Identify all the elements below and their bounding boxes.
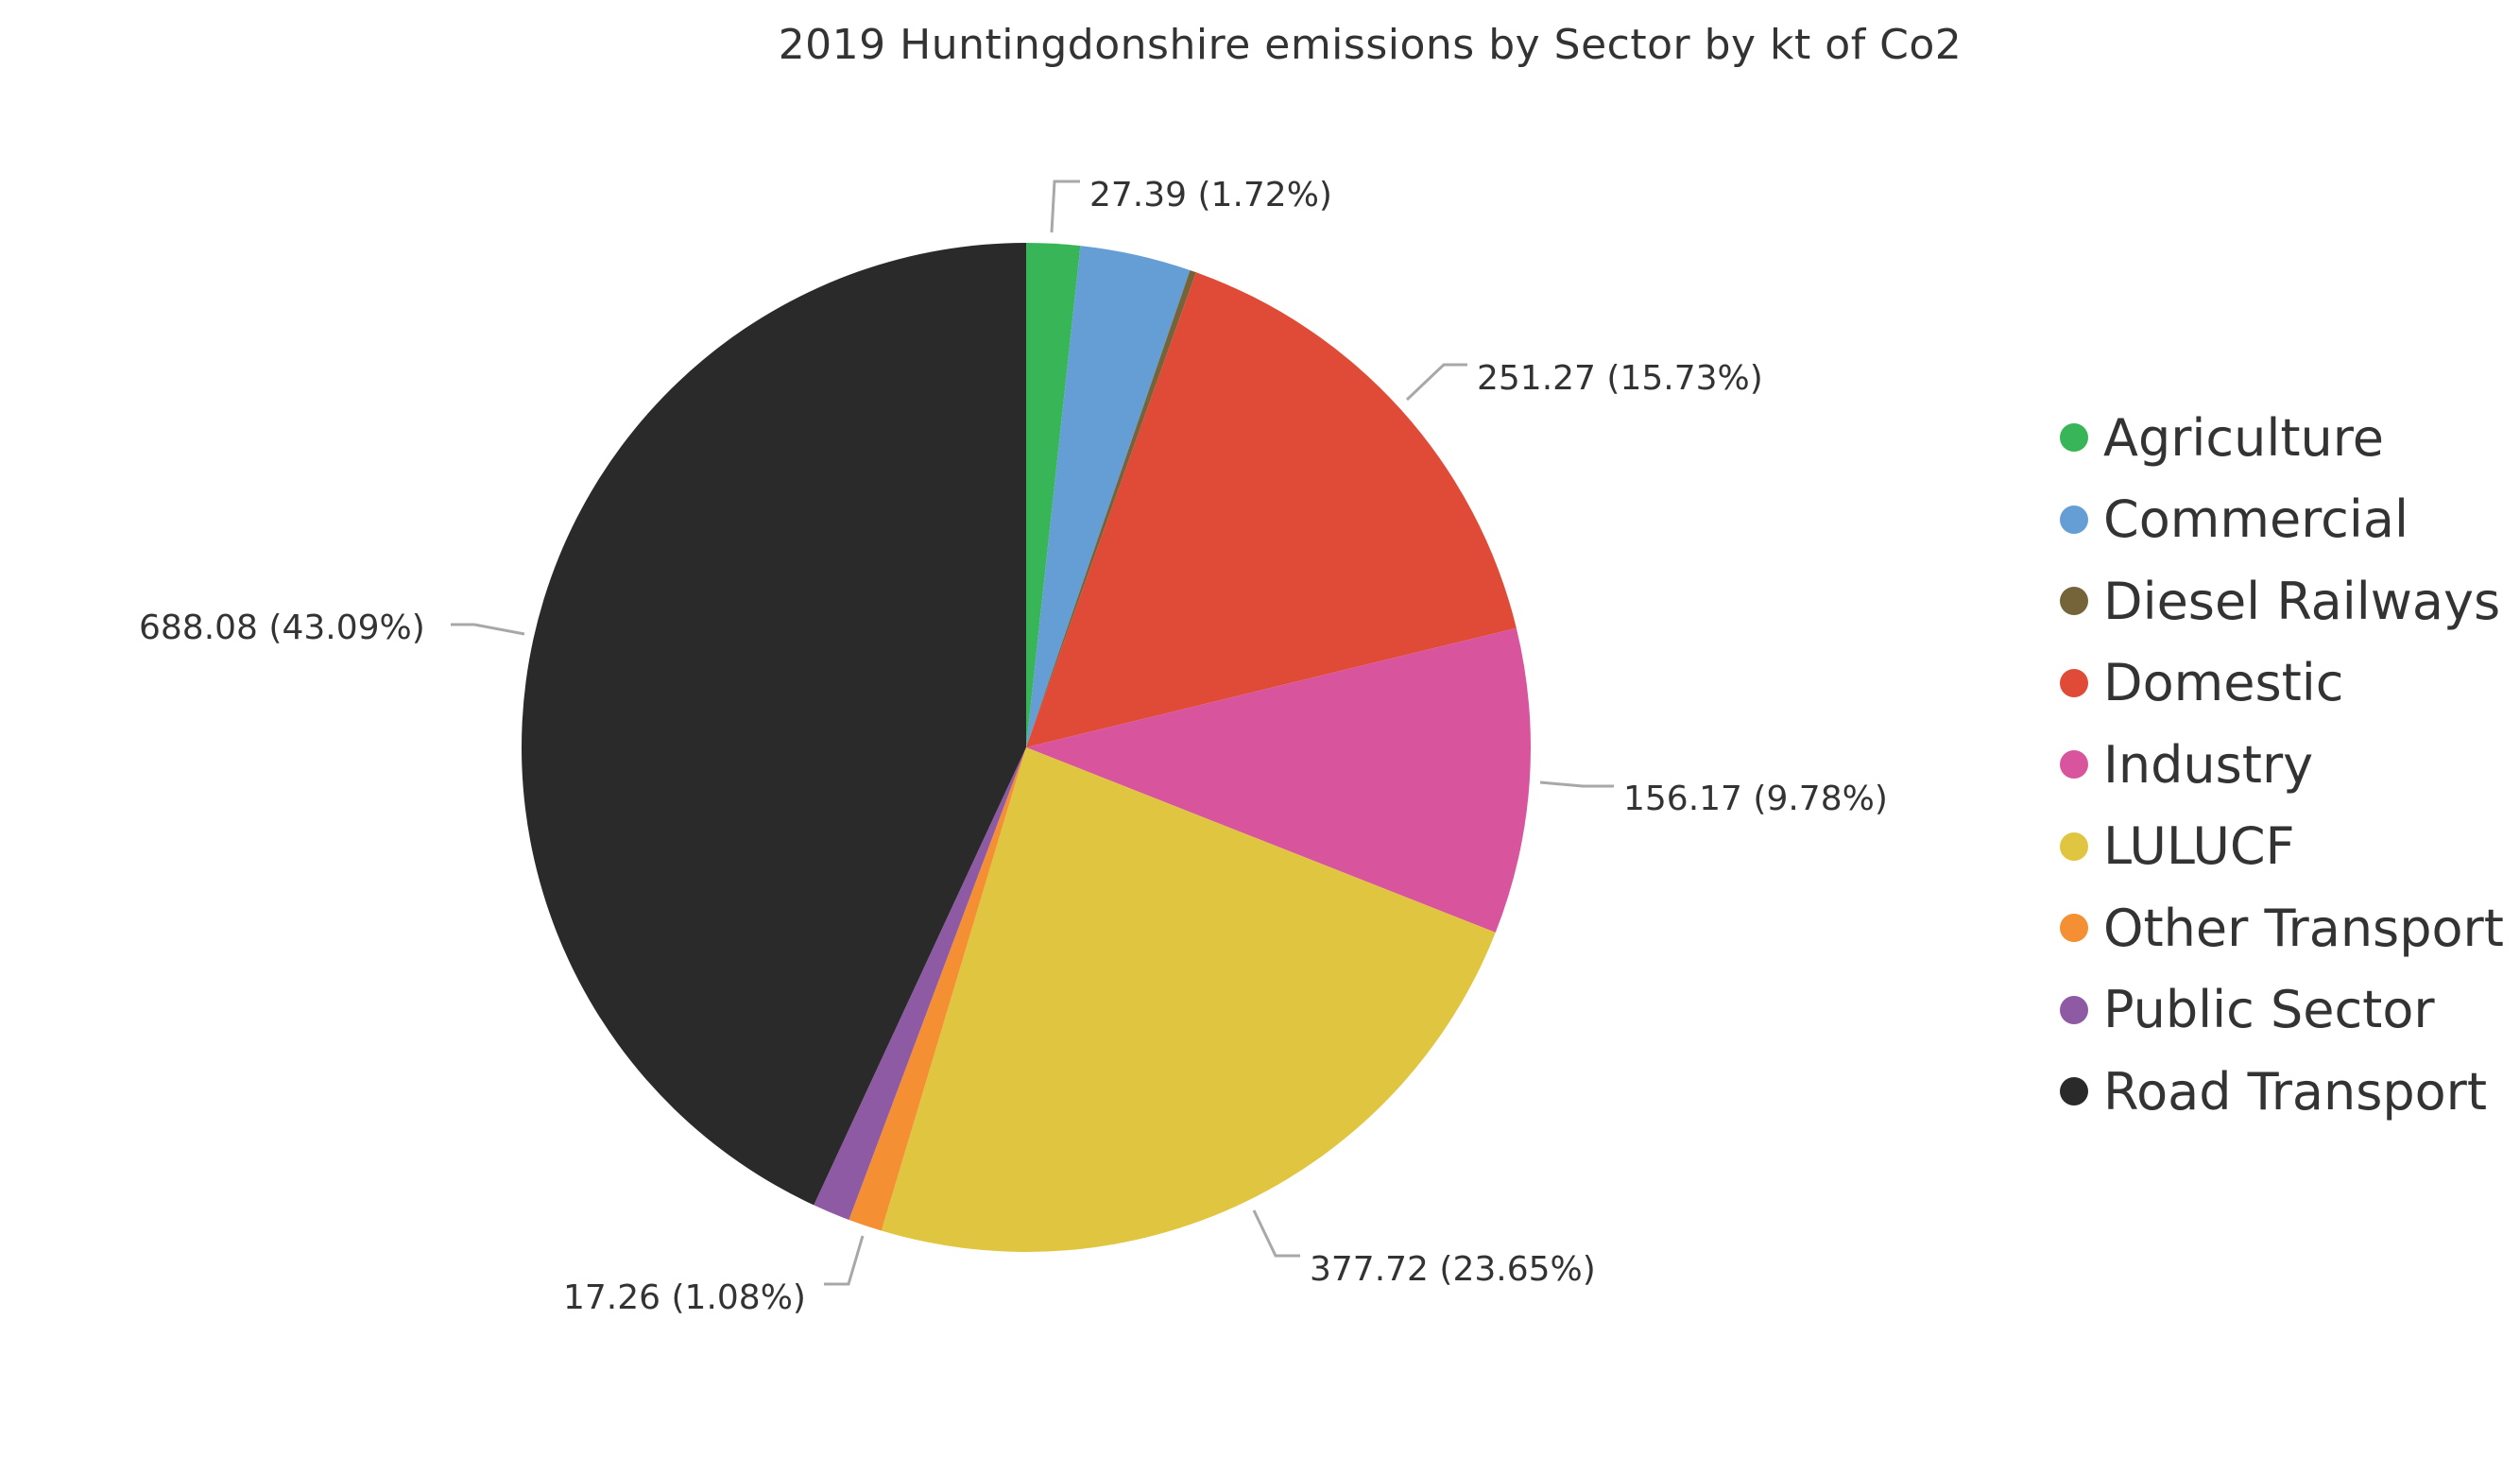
legend-item-domestic[interactable]: Domestic [2060,643,2504,725]
legend-item-other-transport[interactable]: Other Transport [2060,887,2504,969]
leader-road-transport [451,623,525,636]
chart-title: 2019 Huntingdonshire emissions by Sector… [778,21,1963,69]
legend-dot-icon [2060,668,2088,697]
leader-other-transport [824,1235,865,1286]
legend-item-diesel-railways[interactable]: Diesel Railways [2060,560,2504,643]
legend-dot-icon [2060,1077,2088,1106]
pie-slice-industry[interactable] [1026,627,1531,933]
legend-label: Domestic [2103,653,2344,713]
legend-dot-icon [2060,831,2088,861]
legend-label: Agriculture [2103,407,2384,468]
leader-industry [1539,780,1614,788]
legend-label: Commercial [2103,489,2409,550]
pie-slice-public-sector[interactable] [814,747,1026,1220]
data-labels: 27.39 (1.72%) 251.27 (15.73%) 156.17 (9.… [139,176,1888,1317]
pie-slice-road-transport[interactable] [522,243,1026,1206]
leader-lulucf [1252,1209,1300,1258]
legend-label: Other Transport [2103,898,2504,958]
pie-slice-other-transport[interactable] [849,747,1026,1231]
legend-item-public-sector[interactable]: Public Sector [2060,969,2504,1052]
legend-label: Public Sector [2103,980,2435,1040]
legend-label: Diesel Railways [2103,571,2501,631]
legend-dot-icon [2060,423,2088,453]
legend-label: LULUCF [2103,816,2295,877]
legend-label: Road Transport [2103,1061,2488,1122]
pie-slice-lulucf[interactable] [881,747,1496,1252]
legend-dot-icon [2060,995,2088,1024]
leader-domestic [1405,363,1467,402]
pie-slice-agriculture[interactable] [1026,243,1081,747]
pie-slice-diesel-railways[interactable] [1026,269,1196,747]
legend-dot-icon [2060,914,2088,943]
legend-item-agriculture[interactable]: Agriculture [2060,397,2504,479]
label-agriculture: 27.39 (1.72%) [1089,176,1332,214]
label-industry: 156.17 (9.78%) [1623,780,1888,818]
pie-slices [522,243,1531,1252]
legend-item-road-transport[interactable]: Road Transport [2060,1051,2504,1133]
legend-label: Industry [2103,734,2314,795]
legend-dot-icon [2060,587,2088,616]
legend-item-commercial[interactable]: Commercial [2060,479,2504,561]
label-lulucf: 377.72 (23.65%) [1310,1250,1596,1289]
label-domestic: 251.27 (15.73%) [1477,359,1763,398]
pie-slice-domestic[interactable] [1026,272,1517,747]
legend-dot-icon [2060,505,2088,534]
leader-agriculture [1050,180,1080,233]
legend-item-industry[interactable]: Industry [2060,724,2504,806]
legend: Agriculture Commercial Diesel Railways D… [2060,397,2504,1133]
label-road-transport: 688.08 (43.09%) [139,609,425,647]
leader-lines [451,180,1614,1286]
label-other-transport: 17.26 (1.08%) [563,1278,806,1317]
legend-dot-icon [2060,750,2088,780]
legend-item-lulucf[interactable]: LULUCF [2060,806,2504,888]
pie-slice-commercial[interactable] [1026,246,1191,747]
